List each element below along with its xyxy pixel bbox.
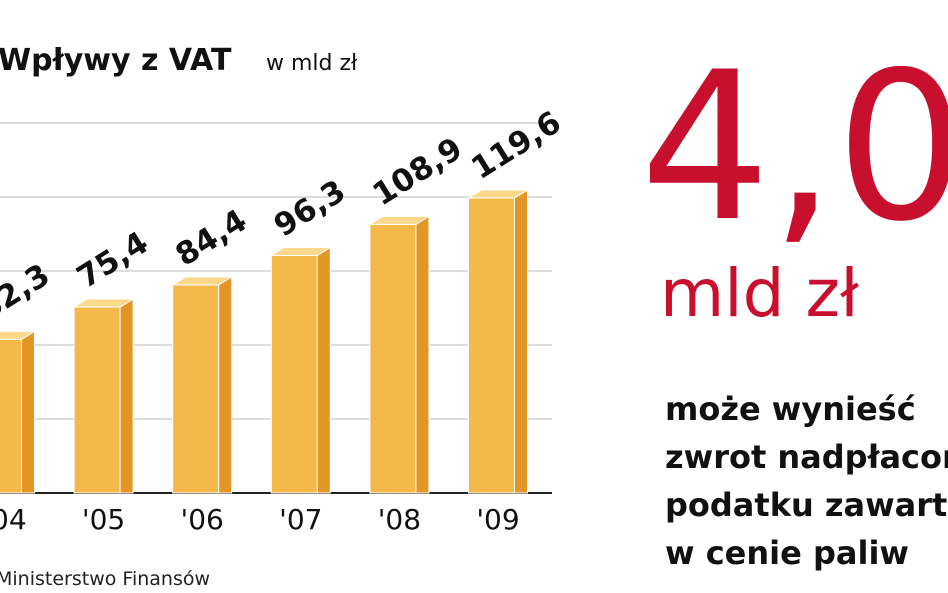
value-label: 96,3 [268, 173, 352, 244]
source: Ministerstwo Finansów [0, 568, 210, 590]
bar-face [21, 330, 35, 494]
chart-title: Wpływy z VAT [0, 43, 232, 78]
x-tick-label: '07 [279, 503, 322, 536]
bar [269, 246, 333, 494]
x-tick-label: '04 [0, 503, 27, 536]
value-label: 84,4 [169, 203, 253, 274]
bar-face [368, 215, 431, 225]
x-tick-label: '09 [476, 503, 519, 536]
bar-face [466, 189, 530, 199]
bar-face [172, 284, 220, 494]
bar-face [218, 275, 233, 494]
value-label: 119,6 [465, 104, 567, 186]
bar-face [269, 246, 333, 256]
bar-face [514, 189, 528, 494]
callout-line: podatku zawartego [665, 486, 948, 524]
chart-unit: w mld zł [266, 51, 358, 76]
bar [466, 189, 530, 494]
callout-line: zwrot nadpłaconego [665, 438, 948, 476]
bar [72, 298, 135, 494]
callout-unit: mld zł [660, 255, 859, 332]
x-tick-label: '05 [82, 503, 125, 536]
value-label: 75,4 [71, 225, 155, 296]
bar [170, 275, 234, 494]
bar-face [170, 276, 234, 286]
bar-face [316, 246, 331, 494]
bar [0, 330, 37, 494]
x-tick-label: '08 [378, 503, 421, 536]
bar-face [119, 298, 134, 494]
bar-face [468, 197, 515, 494]
bar-face [73, 306, 121, 494]
bar-face [0, 338, 22, 494]
x-tick-label: '06 [181, 503, 224, 536]
bar-face [415, 215, 430, 494]
bar-face [0, 330, 37, 340]
bar-face [270, 254, 318, 494]
callout-line: w cenie paliw [665, 534, 909, 572]
callout-value: 4,0 [640, 29, 948, 267]
value-label: 62,3 [0, 257, 56, 328]
bar [368, 215, 431, 494]
callout-line: może wynieść [665, 390, 916, 428]
value-label: 108,9 [367, 131, 469, 213]
bar-face [72, 298, 135, 308]
bar-face [369, 223, 417, 494]
